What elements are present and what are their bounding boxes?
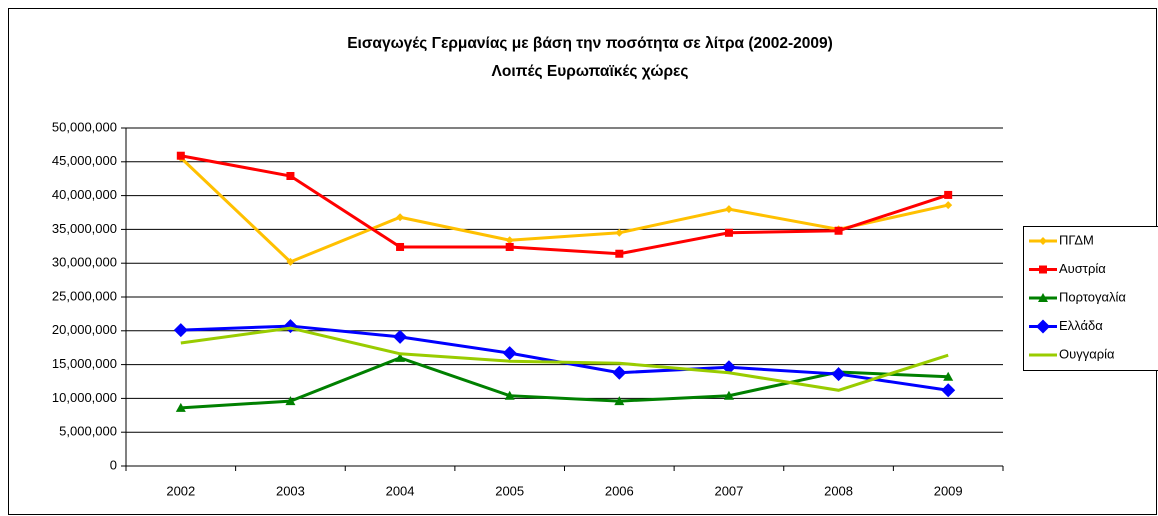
data-point bbox=[173, 323, 188, 338]
data-point bbox=[944, 201, 953, 210]
data-point bbox=[175, 402, 186, 412]
y-tick-label: 30,000,000 bbox=[52, 255, 117, 270]
data-point bbox=[615, 249, 624, 258]
data-point bbox=[286, 257, 295, 266]
legend-label: Αυστρία bbox=[1059, 261, 1106, 276]
data-point bbox=[504, 390, 515, 400]
y-tick-label: 15,000,000 bbox=[52, 356, 117, 371]
x-tick-label: 2006 bbox=[605, 483, 634, 498]
data-point bbox=[941, 383, 956, 398]
legend-marker bbox=[1039, 237, 1047, 245]
legend-label: ΠΓΔΜ bbox=[1059, 232, 1094, 247]
legend-marker bbox=[1039, 265, 1047, 274]
data-point bbox=[396, 242, 405, 251]
x-tick-label: 2005 bbox=[495, 483, 524, 498]
series-line bbox=[179, 156, 949, 264]
series-line bbox=[180, 326, 949, 392]
data-point bbox=[612, 365, 627, 380]
chart-subtitle: Λοιπές Ευρωπαϊκές χώρες bbox=[492, 63, 689, 80]
y-tick-label: 45,000,000 bbox=[52, 153, 117, 168]
x-tick-label: 2002 bbox=[166, 483, 195, 498]
data-point bbox=[723, 390, 734, 400]
legend-label: Ελλάδα bbox=[1059, 318, 1103, 333]
data-point bbox=[393, 329, 408, 344]
data-point bbox=[944, 190, 953, 199]
data-point bbox=[176, 151, 185, 160]
data-point bbox=[834, 226, 843, 235]
y-tick-label: 25,000,000 bbox=[52, 288, 117, 303]
y-tick-label: 35,000,000 bbox=[52, 221, 117, 236]
y-tick-label: 40,000,000 bbox=[52, 187, 117, 202]
data-point bbox=[505, 236, 514, 245]
x-tick-label: 2009 bbox=[934, 483, 963, 498]
data-point bbox=[505, 242, 514, 251]
data-point bbox=[502, 346, 517, 361]
x-tick-label: 2008 bbox=[824, 483, 853, 498]
data-point bbox=[395, 352, 406, 362]
chart-frame bbox=[8, 8, 1157, 515]
y-tick-label: 0 bbox=[110, 457, 117, 472]
y-tick-label: 5,000,000 bbox=[59, 424, 117, 439]
legend-marker bbox=[1036, 319, 1050, 334]
series-line bbox=[180, 154, 949, 256]
legend-label: Ουγγαρία bbox=[1059, 346, 1115, 361]
data-point bbox=[831, 367, 846, 382]
legend-marker bbox=[1038, 293, 1048, 302]
chart-title: Εισαγωγές Γερμανίας με βάση την ποσότητα… bbox=[347, 35, 833, 52]
data-point bbox=[721, 360, 736, 375]
y-tick-label: 50,000,000 bbox=[52, 119, 117, 134]
y-tick-label: 20,000,000 bbox=[52, 322, 117, 337]
x-tick-label: 2004 bbox=[386, 483, 415, 498]
data-point bbox=[724, 205, 733, 214]
data-point bbox=[286, 171, 295, 180]
data-point bbox=[724, 228, 733, 237]
data-point bbox=[615, 228, 624, 237]
x-tick-label: 2007 bbox=[714, 483, 743, 498]
data-point bbox=[614, 396, 625, 406]
y-tick-label: 10,000,000 bbox=[52, 390, 117, 405]
x-tick-label: 2003 bbox=[276, 483, 305, 498]
data-point bbox=[396, 213, 405, 222]
data-point bbox=[285, 396, 296, 406]
legend-label: Πορτογαλία bbox=[1059, 289, 1126, 304]
series-line bbox=[180, 356, 949, 410]
data-point bbox=[943, 371, 954, 381]
